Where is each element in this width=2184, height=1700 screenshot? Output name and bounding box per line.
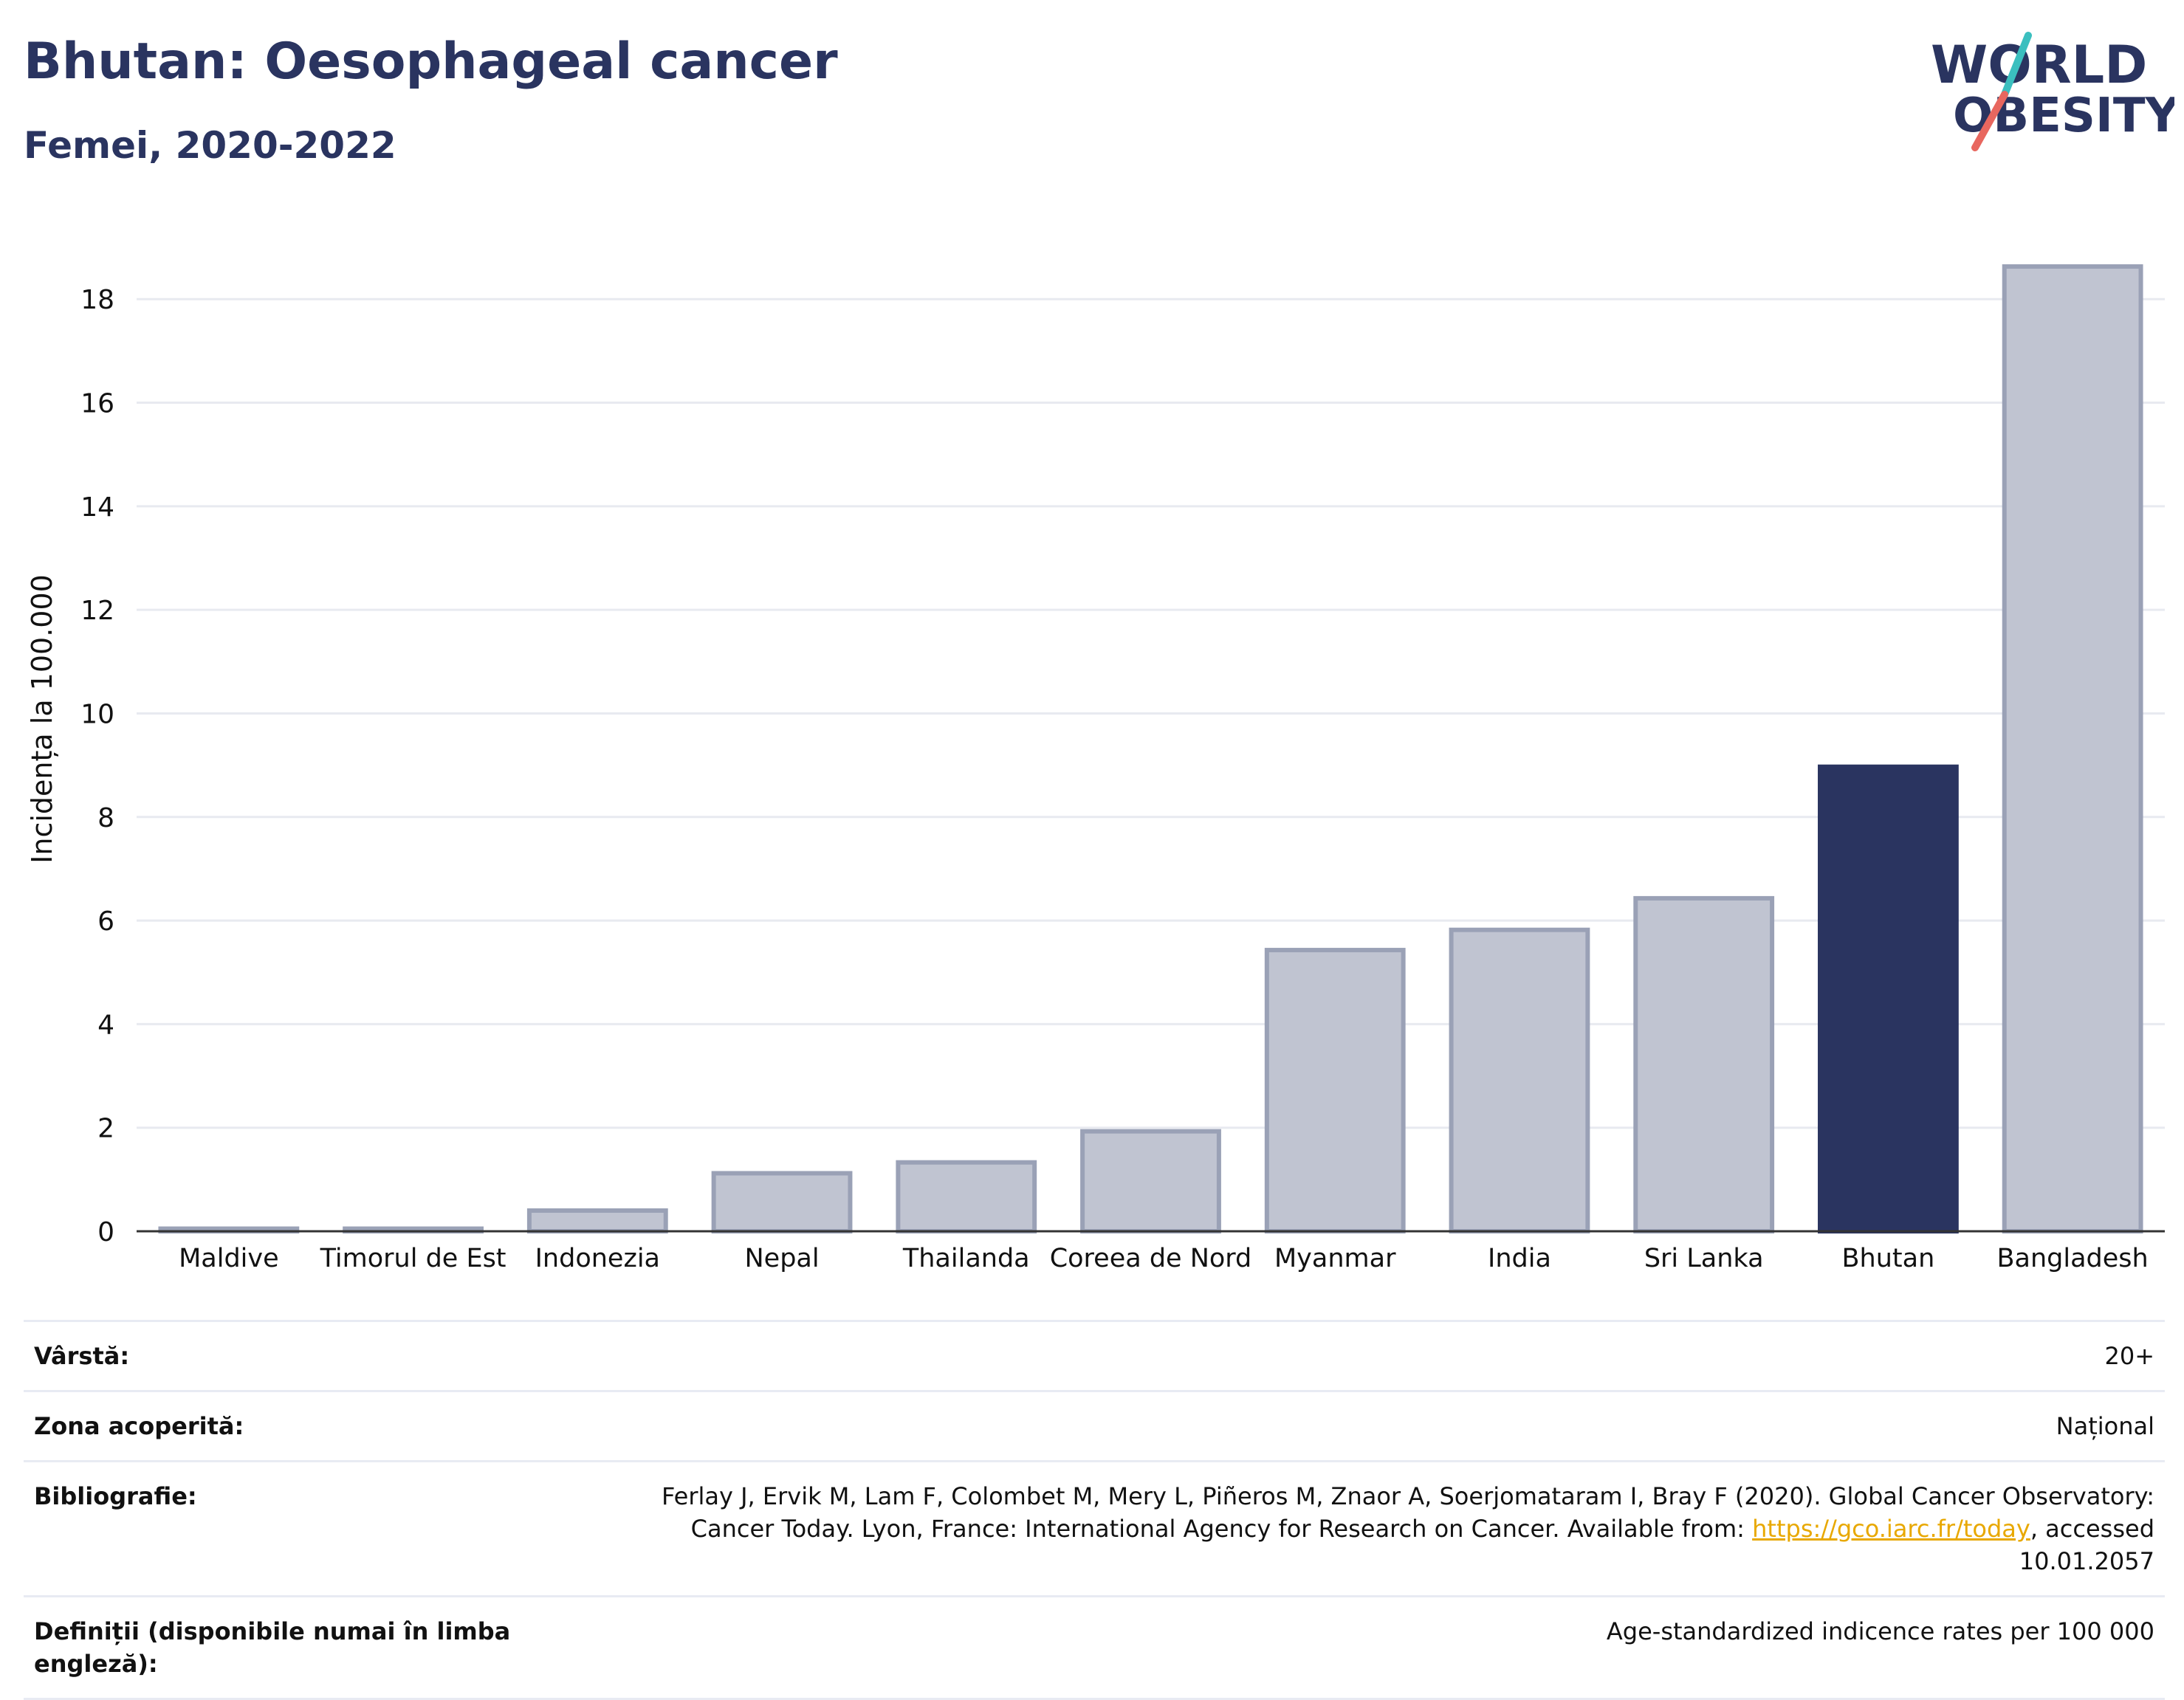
bars xyxy=(158,264,2143,1234)
x-tick-label: Indonezia xyxy=(535,1244,660,1273)
page-title: Bhutan: Oesophageal cancer xyxy=(24,32,838,91)
y-tick-label: 2 xyxy=(97,1114,114,1144)
y-tick-label: 8 xyxy=(97,803,114,833)
page-subtitle: Femei, 2020-2022 xyxy=(24,124,396,167)
coverage-label: Zona acoperită: xyxy=(34,1412,244,1440)
y-tick-label: 18 xyxy=(80,285,114,315)
x-tick-label: Maldive xyxy=(179,1244,279,1273)
y-tick-label: 14 xyxy=(80,492,114,523)
logo-text-world: WORLD xyxy=(1931,35,2147,95)
x-tick-label: Thailanda xyxy=(902,1244,1030,1273)
metadata-table: Vârstă: 20+ Zona acoperită: Național Bib… xyxy=(24,1320,2165,1700)
definitions-value: Age-standardized indicence rates per 100… xyxy=(1606,1617,2154,1645)
y-tick-labels: 0 2 4 6 8 10 12 14 16 18 xyxy=(80,285,114,1248)
x-tick-label: Bangladesh xyxy=(1997,1244,2149,1273)
x-tick-labels: Maldive Timorul de Est Indonezia Nepal Thail… xyxy=(179,1244,2149,1273)
meta-row-definitions: Definiții (disponibile numai în limba en… xyxy=(24,1595,2165,1700)
bibliography-suffix: , accessed 10.01.2057 xyxy=(2019,1515,2154,1575)
bar-myanmar xyxy=(1264,948,1406,1233)
bibliography-label: Bibliografie: xyxy=(34,1482,197,1510)
y-axis-label: Incidența la 100.000 xyxy=(26,574,58,864)
y-tick-label: 12 xyxy=(80,596,114,626)
y-tick-label: 16 xyxy=(80,389,114,419)
bar-bangladesh xyxy=(2002,264,2143,1234)
y-tick-label: 4 xyxy=(97,1010,114,1040)
definitions-label: Definiții (disponibile numai în limba en… xyxy=(34,1617,511,1678)
bar-thailanda xyxy=(896,1160,1037,1234)
bar-nepal xyxy=(711,1171,853,1234)
bar-bhutan xyxy=(1818,764,1959,1233)
x-tick-label: Timorul de Est xyxy=(320,1244,506,1273)
bibliography-link[interactable]: https://gco.iarc.fr/today xyxy=(1752,1515,2030,1543)
logo-slash-top xyxy=(2001,32,2032,98)
bibliography-value: Ferlay J, Ervik M, Lam F, Colombet M, Me… xyxy=(619,1480,2165,1577)
meta-row-coverage: Zona acoperită: Național xyxy=(24,1390,2165,1460)
logo-slash-bottom xyxy=(1971,91,2008,151)
bar-indonezia xyxy=(526,1208,668,1234)
bibliography-text: Ferlay J, Ervik M, Lam F, Colombet M, Me… xyxy=(662,1482,2154,1543)
coverage-value: Național xyxy=(2056,1412,2154,1440)
world-obesity-logo: WORLD OBESITY xyxy=(1931,32,2174,151)
meta-row-bibliography: Bibliografie: Ferlay J, Ervik M, Lam F, … xyxy=(24,1460,2165,1595)
age-label: Vârstă: xyxy=(34,1342,130,1370)
bar-sri-lanka xyxy=(1633,895,1775,1233)
y-tick-label: 0 xyxy=(97,1217,114,1248)
x-tick-label: India xyxy=(1488,1244,1551,1273)
bar-coreea-de-nord xyxy=(1080,1129,1221,1233)
x-tick-label: Myanmar xyxy=(1274,1244,1396,1273)
x-tick-label: Nepal xyxy=(744,1244,819,1273)
age-value: 20+ xyxy=(2104,1342,2154,1370)
bar-india xyxy=(1449,927,1590,1233)
x-tick-label: Sri Lanka xyxy=(1644,1244,1764,1273)
y-tick-label: 10 xyxy=(80,699,114,729)
x-tick-label: Bhutan xyxy=(1842,1244,1935,1273)
y-tick-label: 6 xyxy=(97,906,114,937)
x-tick-label: Coreea de Nord xyxy=(1050,1244,1252,1273)
bar-chart: 0 2 4 6 8 10 12 14 16 18 Maldive Timorul de Est Ind… xyxy=(26,264,2165,1273)
meta-row-age: Vârstă: 20+ xyxy=(24,1320,2165,1390)
